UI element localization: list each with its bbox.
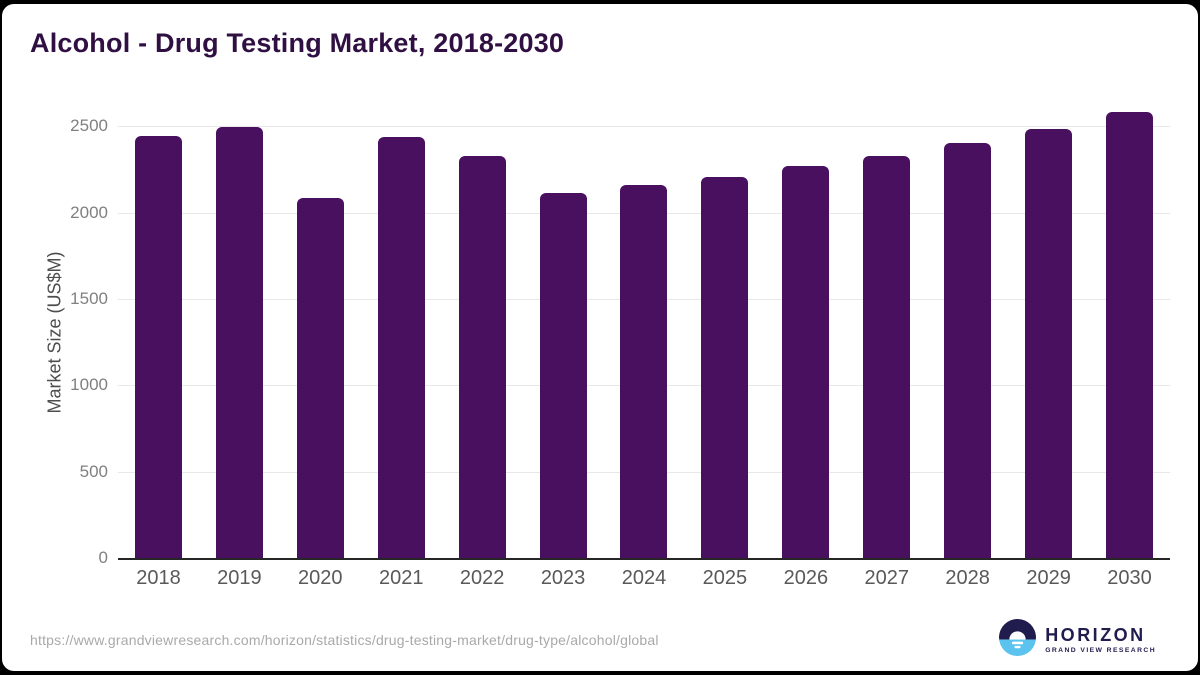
bar-slot-2030 — [1089, 104, 1170, 559]
y-tick-label-1000: 1000 — [70, 375, 108, 395]
bar-2025[interactable] — [701, 176, 749, 559]
logo-tagline: GRAND VIEW RESEARCH — [1045, 647, 1156, 655]
chart-card: Alcohol - Drug Testing Market, 2018-2030… — [2, 4, 1198, 671]
x-tick-label-2030: 2030 — [1107, 567, 1152, 589]
bar-slot-2026 — [765, 104, 846, 559]
x-tick-label-2023: 2023 — [540, 567, 586, 589]
bar-2023[interactable] — [539, 192, 587, 559]
bar-2024[interactable] — [620, 185, 668, 559]
bar-slot-2024 — [604, 104, 685, 559]
bars-row — [118, 104, 1170, 559]
bar-2022[interactable] — [458, 155, 506, 559]
bar-slot-2025 — [684, 104, 765, 559]
x-axis-labels: 2018 2019 2020 2021 2022 2023 2024 2025 2026 2027… — [118, 567, 1170, 590]
x-tick-label-2027: 2027 — [864, 567, 910, 589]
bar-2018[interactable] — [134, 135, 182, 559]
bar-2021[interactable] — [377, 136, 425, 559]
x-tick-label-2028: 2028 — [945, 567, 990, 589]
bar-slot-2027 — [846, 104, 927, 559]
bar-2030[interactable] — [1106, 111, 1154, 559]
logo-text: HORIZON GRAND VIEW RESEARCH — [1045, 624, 1156, 655]
x-tick-label-2021: 2021 — [378, 567, 424, 589]
bar-2029[interactable] — [1025, 129, 1073, 559]
bar-2026[interactable] — [782, 166, 830, 559]
bar-2020[interactable] — [296, 198, 344, 559]
x-tick-label-2019: 2019 — [217, 567, 262, 589]
bar-slot-2020 — [280, 104, 361, 559]
bar-slot-2022 — [442, 104, 523, 559]
bar-slot-2029 — [1008, 104, 1089, 559]
y-tick-label-500: 500 — [79, 461, 108, 481]
y-tick-label-2500: 2500 — [70, 116, 108, 136]
bar-2027[interactable] — [863, 155, 911, 559]
x-tick-label-2029: 2029 — [1026, 567, 1071, 589]
bar-slot-2028 — [927, 104, 1008, 559]
x-tick-label-2026: 2026 — [783, 567, 829, 589]
chart-title: Alcohol - Drug Testing Market, 2018-2030 — [30, 28, 565, 58]
logo-brand: HORIZON — [1045, 624, 1146, 645]
y-tick-label-0: 0 — [98, 548, 108, 567]
x-tick-label-2025: 2025 — [702, 567, 748, 589]
x-tick-label-2024: 2024 — [621, 567, 667, 589]
bar-slot-2023 — [523, 104, 604, 559]
source-url: https://www.grandviewresearch.com/horizo… — [30, 632, 659, 648]
bar-slot-2018 — [118, 104, 199, 559]
plot-area — [118, 104, 1170, 560]
x-tick-label-2018: 2018 — [136, 567, 181, 589]
y-tick-label-2000: 2000 — [70, 202, 108, 222]
bar-slot-2021 — [361, 104, 442, 559]
y-tick-label-1500: 1500 — [70, 289, 108, 309]
gridline-2500 — [118, 126, 1170, 128]
bar-2028[interactable] — [944, 142, 992, 559]
bar-2019[interactable] — [215, 127, 263, 559]
horizon-sun-over-water-icon — [999, 619, 1037, 661]
x-tick-label-2022: 2022 — [459, 567, 505, 589]
x-axis-line — [118, 558, 1170, 560]
horizon-logo: HORIZON GRAND VIEW RESEARCH — [999, 619, 1156, 661]
y-axis-ticks: 0 500 1000 1500 2000 2500 — [2, 104, 108, 566]
bar-slot-2019 — [199, 104, 280, 559]
x-tick-label-2020: 2020 — [298, 567, 343, 589]
